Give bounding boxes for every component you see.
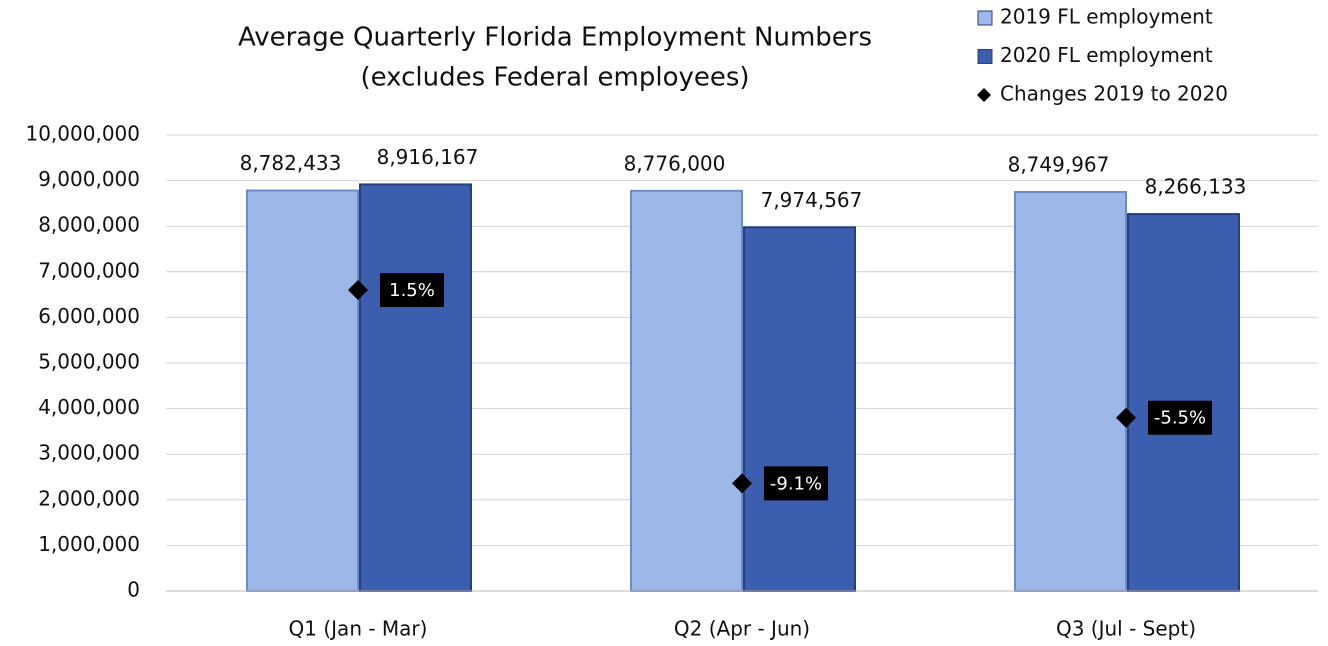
point	[732, 473, 752, 494]
y-tick-label: 4,000,000	[38, 395, 140, 419]
x-tick-label: Q3 (Jul - Sept)	[1056, 617, 1196, 641]
legend-label: 2020 FL employment	[1000, 43, 1213, 67]
legend-marker	[977, 88, 991, 102]
legend-label: Changes 2019 to 2020	[1000, 82, 1228, 106]
data-label-box	[764, 466, 828, 501]
data-label: -5.5%	[1154, 408, 1206, 429]
y-tick-label: 5,000,000	[38, 350, 140, 374]
data-label: -9.1%	[770, 473, 822, 494]
y-tick-label: 7,000,000	[38, 258, 140, 282]
data-label: 1.5%	[389, 280, 435, 301]
bar	[743, 226, 856, 592]
y-tick-label: 9,000,000	[38, 167, 140, 191]
data-label: 8,776,000	[624, 151, 726, 175]
point	[348, 280, 368, 301]
x-tick-label: Q1 (Jan - Mar)	[289, 617, 428, 641]
legend-marker	[977, 10, 993, 26]
bar	[1014, 191, 1127, 593]
chart-title: Average Quarterly Florida Employment Num…	[238, 23, 872, 53]
data-label: 7,974,567	[761, 188, 863, 212]
y-tick-label: 3,000,000	[38, 441, 140, 465]
legend-marker	[977, 49, 993, 64]
x-tick-label: Q2 (Apr - Jun)	[674, 617, 810, 641]
data-label-box	[380, 273, 444, 308]
point	[1116, 407, 1136, 428]
data-label-box	[1148, 400, 1212, 435]
y-tick-label: 10,000,000	[25, 122, 140, 146]
legend-label: 2019 FL employment	[1000, 5, 1213, 29]
data-label: 8,749,967	[1008, 153, 1110, 177]
y-tick-label: 6,000,000	[38, 304, 140, 328]
data-label: 8,916,167	[377, 145, 479, 169]
data-label: 8,782,433	[240, 151, 342, 175]
chart-subtitle: (excludes Federal employees)	[360, 63, 749, 93]
y-tick-label: 2,000,000	[38, 486, 140, 510]
bar	[246, 189, 359, 592]
bar	[630, 189, 743, 593]
y-tick-label: 1,000,000	[38, 532, 140, 556]
y-tick-label: 0	[127, 578, 140, 602]
bar	[359, 183, 472, 592]
data-label: 8,266,133	[1145, 175, 1247, 199]
y-tick-label: 8,000,000	[38, 213, 140, 237]
